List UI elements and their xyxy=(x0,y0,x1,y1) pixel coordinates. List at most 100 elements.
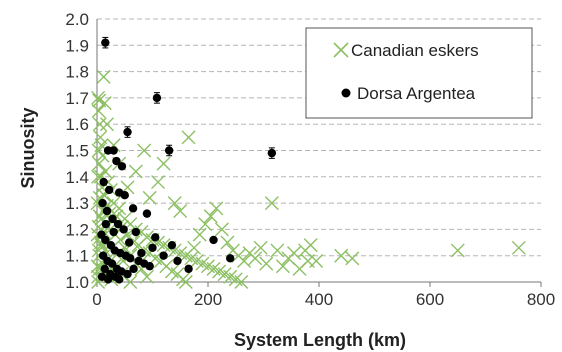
dorsa-argentea-point xyxy=(100,264,109,274)
canadian-esker-point xyxy=(214,222,229,237)
canadian-esker-point xyxy=(303,238,318,253)
dorsa-argentea-point xyxy=(152,92,162,104)
y-tick-label: 1.8 xyxy=(65,63,89,82)
dorsa-argentea-point xyxy=(101,235,110,245)
canadian-esker-point xyxy=(128,164,143,179)
dorsa-argentea-point xyxy=(115,275,124,284)
dorsa-argentea-point xyxy=(101,219,111,229)
dorsa-argentea-point xyxy=(109,146,118,155)
dorsa-argentea-point xyxy=(123,126,132,138)
dorsa-argentea-point xyxy=(148,243,157,253)
legend-label-canadian-eskers: Canadian eskers xyxy=(351,41,479,60)
canadian-esker-point xyxy=(237,253,252,268)
legend: Canadian eskers Dorsa Argentea xyxy=(305,27,533,119)
canadian-esker-point xyxy=(181,130,196,145)
dorsa-argentea-point xyxy=(164,144,174,157)
canadian-esker-point xyxy=(209,201,224,216)
y-tick-label: 1.3 xyxy=(65,194,89,213)
canadian-esker-point xyxy=(96,69,111,84)
canadian-esker-point xyxy=(275,259,290,274)
legend-marker-canadian-eskers-icon xyxy=(333,42,349,58)
canadian-esker-point xyxy=(450,243,465,258)
dorsa-argentea-point xyxy=(103,275,113,284)
dorsa-argentea-point xyxy=(167,240,177,250)
canadian-esker-point xyxy=(139,269,154,284)
y-tick-label: 1.2 xyxy=(65,220,89,239)
dorsa-argentea-point xyxy=(102,206,112,216)
x-tick-label: 200 xyxy=(194,290,222,309)
canadian-esker-point xyxy=(234,275,249,289)
y-tick-label: 1.9 xyxy=(65,36,89,55)
canadian-esker-point xyxy=(92,117,107,132)
canadian-esker-point xyxy=(91,90,106,105)
canadian-esker-point xyxy=(90,196,105,211)
y-tick-label: 1.0 xyxy=(65,273,89,292)
canadian-esker-point xyxy=(187,240,202,255)
dorsa-argentea-point xyxy=(267,147,277,159)
dorsa-argentea-point xyxy=(107,259,117,268)
y-tick-label: 1.5 xyxy=(65,142,89,161)
canadian-esker-point xyxy=(253,240,268,255)
y-tick-label: 1.6 xyxy=(65,115,89,134)
dorsa-argentea-point xyxy=(108,214,117,224)
y-tick-label: 1.7 xyxy=(65,89,89,108)
dorsa-argentea-point xyxy=(112,156,121,166)
canadian-esker-point xyxy=(220,235,235,250)
dorsa-argentea-point xyxy=(226,254,235,263)
canadian-esker-point xyxy=(259,256,274,271)
dorsa-argentea-point xyxy=(123,269,132,279)
canadian-esker-point xyxy=(99,117,114,132)
canadian-esker-point xyxy=(264,196,279,211)
data-points xyxy=(90,36,526,289)
canadian-esker-point xyxy=(156,156,171,171)
canadian-esker-point xyxy=(151,175,166,190)
canadian-esker-point xyxy=(270,243,285,258)
canadian-esker-point xyxy=(345,251,360,266)
x-tick-label: 0 xyxy=(92,290,101,309)
x-tick-label: 400 xyxy=(305,290,333,309)
canadian-esker-point xyxy=(192,227,207,242)
dorsa-argentea-point xyxy=(137,248,146,258)
dorsa-argentea-point xyxy=(98,198,107,208)
canadian-esker-point xyxy=(112,201,127,216)
x-axis-title: System Length (km) xyxy=(234,330,406,350)
dorsa-argentea-point xyxy=(129,264,138,274)
dorsa-argentea-point xyxy=(126,254,135,263)
dorsa-argentea-point xyxy=(128,204,138,213)
x-tick-label: 800 xyxy=(527,290,555,309)
y-tick-label: 1.4 xyxy=(65,168,89,187)
y-tick-label: 1.1 xyxy=(65,247,89,266)
dorsa-argentea-point xyxy=(151,233,160,242)
canadian-esker-point xyxy=(198,217,213,232)
canadian-esker-point xyxy=(91,104,106,119)
dorsa-argentea-point xyxy=(117,162,127,171)
dorsa-argentea-point xyxy=(113,219,123,229)
dorsa-argentea-point xyxy=(109,227,118,237)
canadian-esker-point xyxy=(173,203,188,218)
dorsa-argentea-point xyxy=(101,36,110,49)
legend-label-dorsa-argentea: Dorsa Argentea xyxy=(357,84,476,103)
legend-box xyxy=(305,27,533,119)
legend-marker-dorsa-argentea-icon xyxy=(341,88,351,98)
tick-labels: 1.0 1.1 1.2 1.3 1.4 1.5 1.6 1.7 1.8 1.9 2.0 0 200 400… xyxy=(65,10,555,309)
canadian-esker-point xyxy=(287,246,302,261)
canadian-esker-point xyxy=(92,156,107,171)
dorsa-argentea-point xyxy=(173,256,182,266)
dorsa-argentea-point xyxy=(142,209,152,218)
canadian-esker-point xyxy=(203,209,218,224)
dorsa-argentea-point xyxy=(119,225,128,234)
canadian-esker-point xyxy=(137,143,152,158)
canadian-esker-point xyxy=(334,248,349,263)
canadian-esker-point xyxy=(300,253,315,268)
dorsa-argentea-point xyxy=(159,251,168,260)
x-tick-label: 600 xyxy=(416,290,444,309)
dorsa-argentea-point xyxy=(124,238,134,247)
y-tick-label: 2.0 xyxy=(65,10,89,29)
canadian-esker-point xyxy=(248,251,263,266)
canadian-esker-point xyxy=(142,190,157,205)
canadian-esker-point xyxy=(97,96,112,111)
dorsa-argentea-point xyxy=(120,191,129,200)
canadian-esker-point xyxy=(511,240,526,255)
dorsa-argentea-point xyxy=(209,235,218,245)
